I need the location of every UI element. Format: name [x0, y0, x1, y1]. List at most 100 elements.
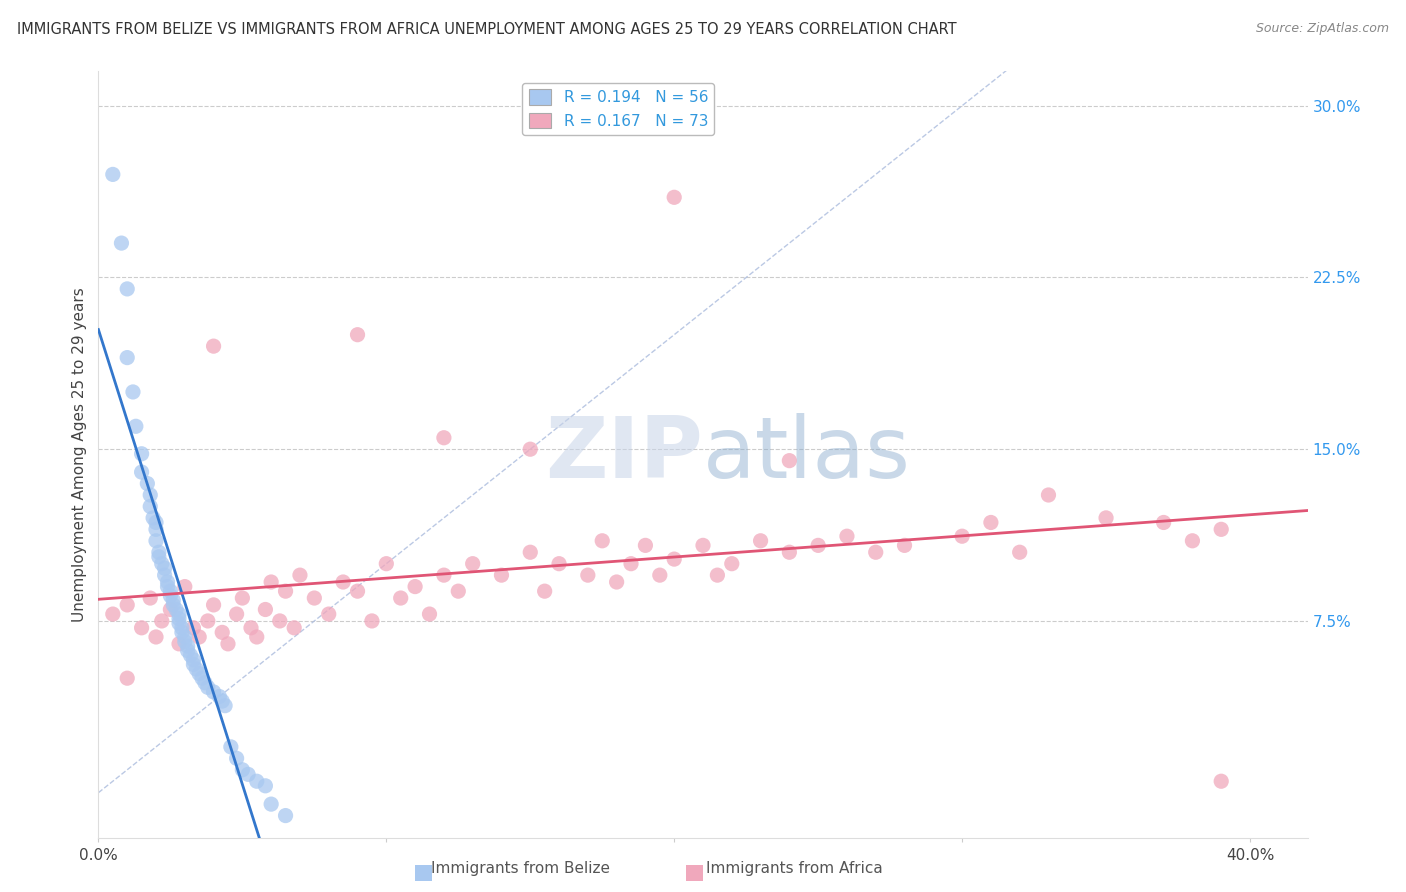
Point — [225, 751, 247, 765]
Point — [176, 639, 198, 653]
Point — [167, 637, 190, 651]
Point — [361, 614, 384, 628]
Point — [519, 545, 541, 559]
Point — [167, 616, 190, 631]
Point — [648, 568, 671, 582]
Point — [188, 666, 211, 681]
Point — [246, 774, 269, 789]
Point — [148, 545, 170, 559]
Point — [346, 327, 368, 342]
Point — [461, 557, 484, 571]
Point — [389, 591, 412, 605]
Point — [173, 630, 195, 644]
Point — [145, 533, 167, 548]
Point — [165, 602, 187, 616]
Point — [202, 685, 225, 699]
Point — [664, 552, 686, 566]
Point — [778, 545, 800, 559]
Point — [153, 568, 176, 582]
Point — [139, 591, 162, 605]
Point — [197, 614, 219, 628]
Point — [159, 602, 181, 616]
Point — [188, 630, 211, 644]
Point — [749, 533, 772, 548]
Point — [167, 612, 190, 626]
Point — [145, 630, 167, 644]
Point — [1038, 488, 1060, 502]
Point — [115, 598, 138, 612]
Point — [519, 442, 541, 457]
Point — [159, 584, 181, 599]
Text: Immigrants from Belize: Immigrants from Belize — [430, 861, 610, 876]
Point — [170, 621, 193, 635]
Point — [150, 557, 173, 571]
Point — [139, 488, 162, 502]
Point — [142, 511, 165, 525]
Point — [706, 568, 728, 582]
Point — [225, 607, 247, 621]
Point — [217, 637, 239, 651]
Point — [980, 516, 1002, 530]
Point — [180, 648, 202, 663]
Point — [173, 580, 195, 594]
Point — [274, 808, 297, 822]
Point — [576, 568, 599, 582]
Point — [591, 533, 613, 548]
Point — [269, 614, 291, 628]
Point — [162, 598, 184, 612]
Point — [778, 453, 800, 467]
Point — [533, 584, 555, 599]
Point — [231, 591, 253, 605]
Point — [491, 568, 513, 582]
Point — [1211, 774, 1233, 789]
Point — [211, 625, 233, 640]
Point — [115, 671, 138, 685]
Point — [375, 557, 398, 571]
Point — [148, 549, 170, 564]
Point — [159, 589, 181, 603]
Point — [950, 529, 973, 543]
Point — [692, 538, 714, 552]
Point — [145, 522, 167, 536]
Point — [433, 431, 456, 445]
Point — [260, 574, 283, 589]
Point — [153, 561, 176, 575]
Point — [620, 557, 643, 571]
Point — [1095, 511, 1118, 525]
Point — [131, 621, 153, 635]
Point — [176, 643, 198, 657]
Point — [191, 671, 214, 685]
Point — [197, 681, 219, 695]
Point — [447, 584, 470, 599]
Point — [208, 690, 231, 704]
Point — [150, 614, 173, 628]
Point — [110, 236, 132, 251]
Point — [254, 602, 277, 616]
Point — [418, 607, 440, 621]
Point — [606, 574, 628, 589]
Point — [283, 621, 305, 635]
Point — [720, 557, 742, 571]
Point — [101, 168, 124, 182]
Y-axis label: Unemployment Among Ages 25 to 29 years: Unemployment Among Ages 25 to 29 years — [72, 287, 87, 623]
Point — [170, 625, 193, 640]
Point — [664, 190, 686, 204]
Point — [211, 694, 233, 708]
Point — [186, 662, 208, 676]
Point — [260, 797, 283, 811]
Point — [156, 574, 179, 589]
Point — [865, 545, 887, 559]
Point — [139, 500, 162, 514]
Point — [156, 580, 179, 594]
Point — [835, 529, 858, 543]
Point — [131, 447, 153, 461]
Point — [183, 653, 205, 667]
Point — [1211, 522, 1233, 536]
Legend: R = 0.194   N = 56, R = 0.167   N = 73: R = 0.194 N = 56, R = 0.167 N = 73 — [523, 83, 714, 135]
Point — [634, 538, 657, 552]
Text: ZIP: ZIP — [546, 413, 703, 497]
Point — [115, 282, 138, 296]
Point — [101, 607, 124, 621]
Point — [404, 580, 426, 594]
Point — [194, 675, 217, 690]
